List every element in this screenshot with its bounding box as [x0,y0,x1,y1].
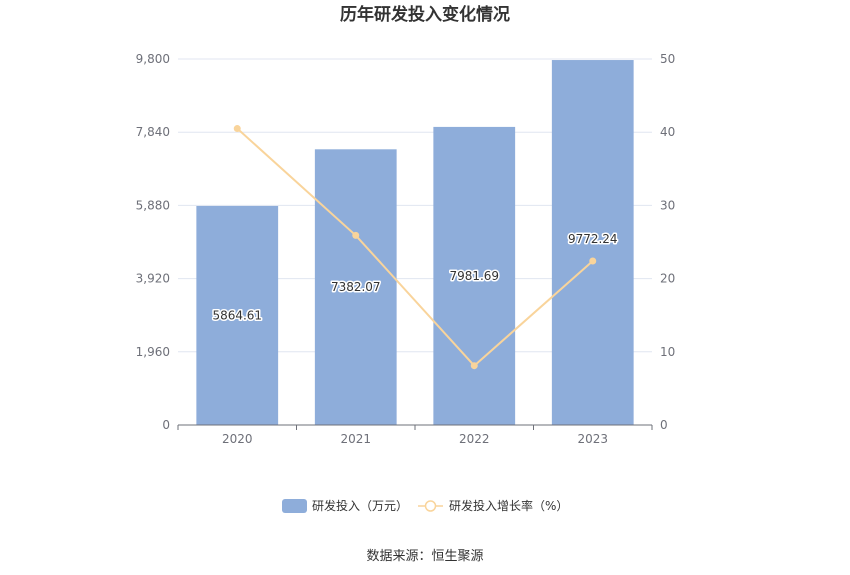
x-tick-label: 2023 [577,432,608,446]
line-point [589,257,597,265]
bar [314,149,397,425]
legend-bar-swatch [282,499,307,513]
x-tick-label: 2022 [459,432,490,446]
axes: 0 1,960 3,920 5,880 7,840 9,800 0 10 20 30 40 50 202… [136,52,676,446]
line-point [470,362,478,370]
line-point [352,231,360,239]
x-tick-label: 2021 [340,432,371,446]
legend-bar-label: 研发投入（万元） [312,498,408,513]
y-left-tick-label: 1,960 [136,345,170,359]
y-right-tick-label: 10 [660,345,675,359]
bar [433,126,516,425]
legend-item-bar[interactable]: 研发投入（万元） [282,498,408,513]
y-left-tick-label: 5,880 [136,198,170,212]
y-right-tick-label: 40 [660,125,675,139]
legend-line-label: 研发投入增长率（%） [449,498,568,513]
line-series [233,125,597,370]
y-left-tick-label: 3,920 [136,272,170,286]
bar [551,60,634,426]
y-left-tick-label: 9,800 [136,52,170,66]
bar-data-label: 5864.61 [212,308,262,322]
y-right-tick-label: 30 [660,198,675,212]
growth-line [236,127,594,368]
data-source: 数据来源：恒生聚源 [366,549,483,564]
legend: 研发投入（万元） 研发投入增长率（%） [282,498,568,513]
x-tick-label: 2020 [222,432,253,446]
y-right-tick-label: 20 [660,272,675,286]
data-labels: 5864.61 7382.07 7981.69 9772.24 [211,230,619,324]
bar-data-label: 9772.24 [568,232,618,246]
y-right-tick-label: 0 [660,418,668,432]
y-left-tick-label: 7,840 [136,125,170,139]
y-left-tick-label: 0 [162,418,170,432]
legend-item-line[interactable]: 研发投入增长率（%） [418,498,568,513]
bar [196,205,279,425]
bar-data-label: 7981.69 [449,269,499,283]
bar-series [196,60,634,426]
line-point [233,125,241,133]
bar-data-label: 7382.07 [331,280,381,294]
y-right-tick-label: 50 [660,52,675,66]
legend-line-marker [424,500,437,512]
chart-title: 历年研发投入变化情况 [340,4,510,25]
